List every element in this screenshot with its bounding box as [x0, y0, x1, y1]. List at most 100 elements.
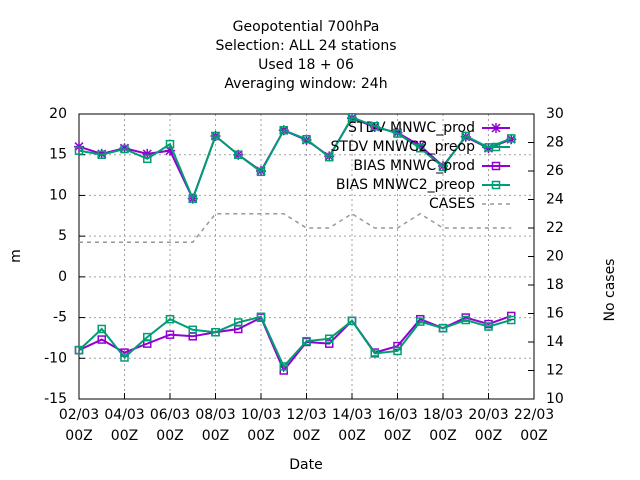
y2-tick-label: 16: [546, 306, 564, 322]
legend-marker: [491, 161, 501, 171]
x-tick-label-line: 00Z: [338, 428, 365, 444]
x-tick-label-line: 00Z: [156, 428, 183, 444]
marker: [507, 134, 516, 143]
y2-tick-label: 28: [546, 135, 564, 151]
chart-title: Averaging window: 24h: [224, 76, 387, 92]
y2-tick-label: 18: [546, 277, 564, 293]
marker: [415, 140, 426, 151]
x-tick-label-line: 04/03: [104, 407, 144, 423]
y-axis-label: m: [8, 249, 24, 263]
marker: [347, 316, 357, 326]
x-tick-label: 12/03 00Z: [286, 407, 326, 444]
marker: [393, 346, 402, 356]
x-tick-label-line: 00Z: [520, 428, 547, 444]
y-tick-label: 20: [49, 106, 67, 122]
marker: [97, 335, 106, 344]
legend-label: CASES: [429, 196, 475, 212]
x-tick-label: 14/03 00Z: [332, 407, 372, 444]
marker: [97, 324, 106, 334]
x-tick-label-line: 00Z: [247, 428, 274, 444]
marker: [97, 150, 106, 159]
marker: [256, 167, 266, 177]
x-tick-label-line: 00Z: [65, 428, 92, 444]
y2-tick-label: 24: [546, 192, 564, 208]
marker: [120, 353, 129, 362]
legend-marker: [491, 180, 501, 190]
legend-label: BIAS MNWC2_preop: [336, 177, 475, 193]
marker: [393, 129, 402, 138]
marker: [325, 334, 334, 343]
marker: [370, 121, 379, 131]
marker: [143, 154, 152, 164]
plot-frame: [78, 113, 535, 400]
y-tick-label: 0: [58, 269, 67, 285]
marker: [302, 134, 311, 144]
marker: [461, 315, 470, 325]
y-tick-label: 10: [49, 187, 67, 203]
marker: [279, 362, 288, 371]
y2-tick-label: 26: [546, 163, 564, 179]
marker: [120, 144, 129, 154]
x-tick-label-line: 14/03: [332, 407, 372, 423]
x-tick-label-line: 08/03: [195, 407, 235, 423]
marker: [302, 336, 311, 346]
y-tick-label: -10: [44, 350, 67, 366]
legend-marker: [491, 123, 501, 133]
marker: [188, 194, 197, 203]
x-tick-label-line: 20/03: [468, 407, 508, 423]
x-tick-label-line: 22/03: [514, 407, 554, 423]
marker: [211, 327, 220, 337]
series-line: [79, 212, 512, 243]
x-tick-label: 20/03 00Z: [468, 407, 508, 444]
marker: [347, 113, 357, 122]
x-tick-label-line: 00Z: [293, 428, 320, 444]
marker: [416, 317, 425, 326]
x-tick-label: 04/03 00Z: [104, 407, 144, 444]
marker: [438, 323, 448, 333]
marker: [234, 318, 243, 327]
marker: [416, 143, 425, 153]
marker: [370, 349, 379, 358]
x-tick-label-line: 00Z: [111, 428, 138, 444]
x-tick-label-line: 00Z: [202, 428, 229, 444]
marker: [484, 322, 493, 331]
marker: [325, 339, 334, 348]
marker: [279, 126, 288, 135]
x-tick-label-line: 16/03: [377, 407, 417, 423]
y2-tick-label: 12: [546, 363, 564, 379]
x-tick-label-line: 12/03: [286, 407, 326, 423]
marker: [211, 131, 220, 141]
marker: [325, 152, 334, 162]
y2-axis-label: No cases: [602, 259, 618, 322]
x-tick-label-line: 00Z: [429, 428, 456, 444]
marker: [461, 131, 470, 141]
x-tick-label-line: 02/03: [59, 407, 99, 423]
chart-title: Geopotential 700hPa: [233, 19, 380, 35]
x-tick-label: 22/03 00Z: [514, 407, 554, 444]
marker: [74, 345, 84, 355]
marker: [438, 162, 448, 172]
x-axis-label: Date: [289, 457, 322, 473]
marker: [165, 330, 175, 339]
x-tick-label-line: 10/03: [241, 407, 281, 423]
marker: [165, 139, 175, 149]
legend-label: BIAS MNWC_prod: [353, 158, 475, 174]
legend-marker: [491, 142, 501, 152]
x-tick-label: 08/03 00Z: [195, 407, 235, 444]
chart-title: Used 18 + 06: [258, 57, 354, 73]
chart-title: Selection: ALL 24 stations: [215, 38, 396, 54]
x-tick-label: 10/03 00Z: [241, 407, 281, 444]
y-tick-label: -15: [44, 391, 67, 407]
y2-tick-label: 30: [546, 106, 564, 122]
y-tick-label: -5: [53, 310, 67, 326]
marker: [256, 312, 266, 322]
marker: [507, 315, 516, 325]
marker: [74, 146, 84, 155]
legend-label: STDV MNWC_prod: [348, 120, 475, 136]
x-tick-label: 16/03 00Z: [377, 407, 417, 444]
x-tick-label-line: 18/03: [423, 407, 463, 423]
y-tick-label: 15: [49, 147, 67, 163]
y2-tick-label: 20: [546, 249, 564, 265]
